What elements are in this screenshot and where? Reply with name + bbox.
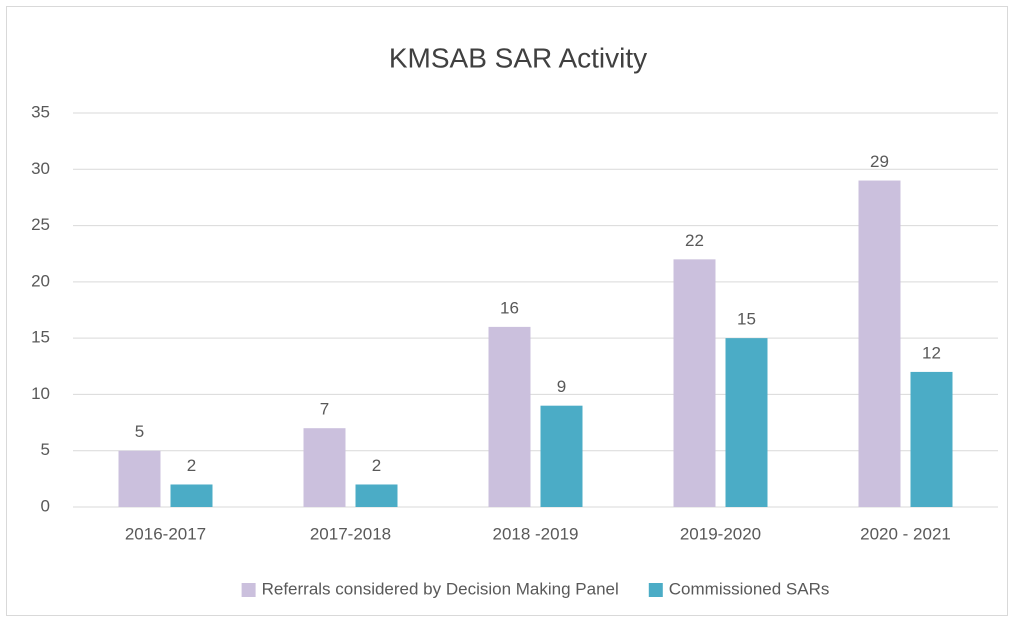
legend-swatch bbox=[241, 583, 256, 597]
data-label: 2 bbox=[372, 456, 381, 475]
data-label: 22 bbox=[685, 231, 704, 250]
bar bbox=[540, 405, 583, 507]
legend-label: Commissioned SARs bbox=[669, 579, 830, 598]
bar bbox=[725, 338, 768, 507]
y-tick-label: 0 bbox=[41, 496, 50, 515]
bar bbox=[303, 428, 346, 507]
bar bbox=[488, 326, 531, 507]
legend-swatch bbox=[648, 583, 663, 597]
data-label: 5 bbox=[135, 422, 144, 441]
y-tick-label: 30 bbox=[31, 159, 50, 178]
data-label: 16 bbox=[500, 298, 519, 317]
y-tick-label: 10 bbox=[31, 384, 50, 403]
data-label: 12 bbox=[922, 343, 941, 362]
x-tick-label: 2018 -2019 bbox=[492, 524, 578, 543]
x-tick-label: 2016-2017 bbox=[125, 524, 206, 543]
bar bbox=[910, 371, 953, 507]
bar bbox=[170, 484, 213, 507]
chart-border bbox=[6, 6, 1008, 616]
bar bbox=[673, 259, 716, 507]
legend-label: Referrals considered by Decision Making … bbox=[262, 579, 619, 598]
data-label: 15 bbox=[737, 310, 756, 329]
data-label: 2 bbox=[187, 456, 196, 475]
y-tick-label: 25 bbox=[31, 215, 50, 234]
y-tick-label: 5 bbox=[41, 440, 50, 459]
y-tick-label: 20 bbox=[31, 271, 50, 290]
x-tick-label: 2019-2020 bbox=[680, 524, 761, 543]
x-tick-label: 2017-2018 bbox=[310, 524, 391, 543]
data-label: 7 bbox=[320, 400, 329, 419]
data-label: 9 bbox=[557, 377, 566, 396]
chart-title: KMSAB SAR Activity bbox=[389, 42, 647, 73]
bar bbox=[355, 484, 398, 507]
y-tick-label: 35 bbox=[31, 102, 50, 121]
y-tick-label: 15 bbox=[31, 328, 50, 347]
x-tick-label: 2020 - 2021 bbox=[860, 524, 951, 543]
bar bbox=[118, 450, 161, 507]
bar bbox=[858, 180, 901, 508]
data-label: 29 bbox=[870, 152, 889, 171]
